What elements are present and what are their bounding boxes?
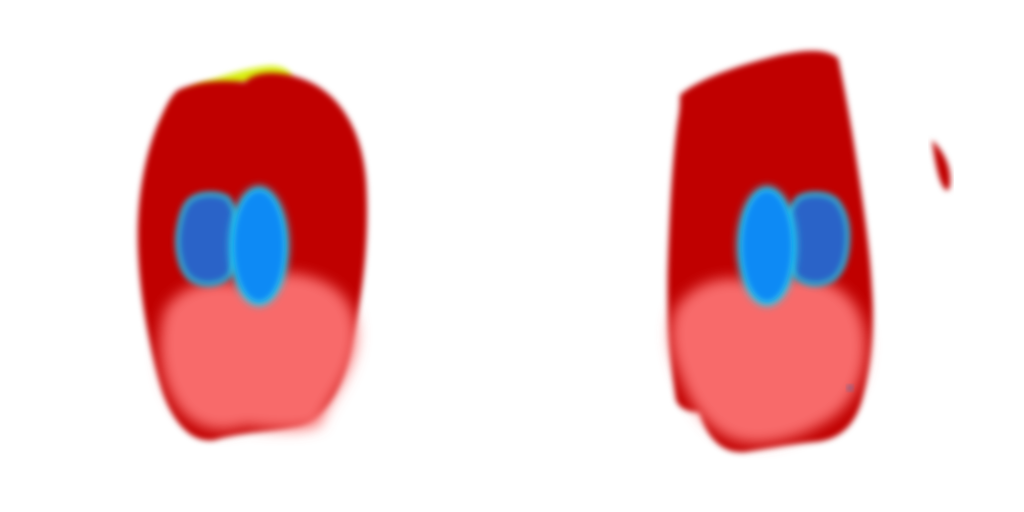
right-panel [667,50,951,453]
bright-core [234,191,284,301]
inner-region [175,191,240,287]
lower-region [159,272,357,431]
bright-core [742,191,792,301]
lower-region [670,275,866,444]
left-panel [137,66,368,441]
outer-region [932,140,951,191]
small-accent [847,385,853,391]
